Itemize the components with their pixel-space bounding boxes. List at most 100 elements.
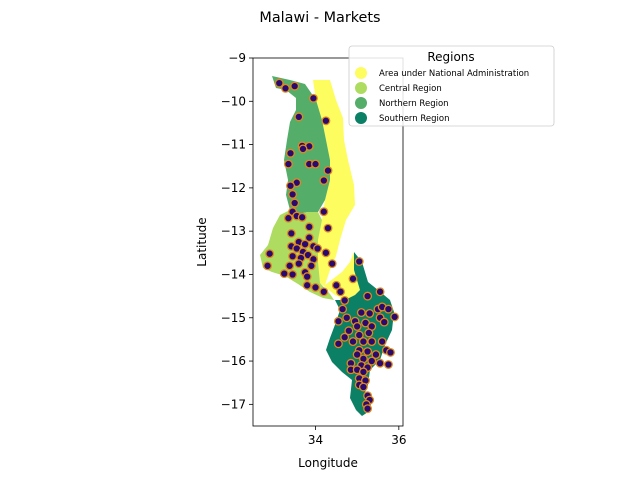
market-point xyxy=(304,233,314,243)
market-point xyxy=(286,228,296,238)
market-point xyxy=(286,181,295,191)
market-point xyxy=(279,269,289,279)
market-point xyxy=(306,261,316,271)
x-axis: 34 36 xyxy=(308,426,406,447)
market-point xyxy=(383,304,393,314)
map-title: Malawi - Markets xyxy=(259,10,380,26)
y-axis-label: Latitude xyxy=(195,217,209,266)
legend-marker xyxy=(355,82,367,94)
market-point xyxy=(344,326,354,336)
market-point xyxy=(371,350,381,360)
market-point xyxy=(367,356,377,366)
market-point xyxy=(323,166,333,176)
market-point xyxy=(274,78,284,88)
axes-frame xyxy=(252,57,404,427)
market-point xyxy=(281,83,290,93)
market-point xyxy=(354,330,364,340)
legend: Regions Area under National Administrati… xyxy=(348,45,555,127)
market-point xyxy=(358,382,368,392)
y-tick-label: −12 xyxy=(221,181,246,195)
market-point xyxy=(390,312,400,322)
legend-label: Area under National Administration xyxy=(379,69,529,79)
market-point xyxy=(313,244,323,253)
market-point xyxy=(375,358,385,368)
market-point xyxy=(327,259,337,269)
y-axis: −9 −10 −11 −12 −13 −14 −15 −16 −17 xyxy=(221,51,253,411)
market-point xyxy=(342,313,352,323)
market-point xyxy=(356,308,366,318)
market-point xyxy=(265,249,275,259)
market-point xyxy=(363,291,373,301)
market-point xyxy=(367,337,377,347)
market-point xyxy=(283,213,293,223)
market-point xyxy=(302,272,312,282)
x-tick-label: 34 xyxy=(308,433,323,447)
market-point xyxy=(365,308,375,318)
market-point xyxy=(311,283,320,292)
legend-marker xyxy=(355,67,367,79)
market-point xyxy=(304,222,314,232)
legend-title: Regions xyxy=(427,50,474,64)
market-point xyxy=(352,321,362,331)
market-point xyxy=(358,337,368,347)
market-point xyxy=(290,81,300,91)
legend-label: Central Region xyxy=(379,84,442,94)
market-point xyxy=(321,116,331,126)
market-point xyxy=(377,337,387,347)
market-point xyxy=(386,347,395,357)
region-area-national-admin xyxy=(313,80,360,300)
market-point xyxy=(364,328,374,338)
y-tick-label: −14 xyxy=(221,267,246,281)
market-point xyxy=(383,360,393,369)
market-point xyxy=(331,280,341,290)
y-tick-label: −13 xyxy=(221,224,246,238)
y-tick-label: −10 xyxy=(221,94,246,108)
region-central xyxy=(260,210,334,300)
x-tick-label: 36 xyxy=(391,433,406,447)
market-point xyxy=(286,148,295,158)
market-point xyxy=(311,159,320,169)
markets-layer xyxy=(263,78,400,414)
market-point xyxy=(352,350,362,360)
market-point xyxy=(321,248,331,258)
market-point xyxy=(338,304,348,314)
market-point xyxy=(283,159,293,169)
market-point xyxy=(294,259,304,269)
market-point xyxy=(379,317,389,327)
market-point xyxy=(323,223,333,233)
market-point xyxy=(288,189,298,199)
market-point xyxy=(363,347,373,356)
market-point xyxy=(348,337,358,347)
legend-marker xyxy=(355,97,367,109)
market-point xyxy=(294,112,304,122)
legend-label: Northern Region xyxy=(379,99,449,109)
market-point xyxy=(290,198,300,208)
market-point xyxy=(333,339,343,349)
legend-marker xyxy=(355,112,367,124)
legend-box xyxy=(348,45,555,127)
y-tick-label: −15 xyxy=(221,311,246,325)
market-point xyxy=(340,332,350,342)
market-point xyxy=(302,280,312,290)
market-point xyxy=(298,144,308,154)
y-tick-label: −11 xyxy=(221,138,246,152)
y-tick-label: −16 xyxy=(221,354,246,368)
y-tick-label: −9 xyxy=(228,51,246,65)
legend-label: Southern Region xyxy=(379,114,449,124)
market-point xyxy=(358,367,368,377)
y-tick-label: −17 xyxy=(221,397,246,411)
market-point xyxy=(354,257,364,266)
market-point xyxy=(285,261,295,271)
market-point xyxy=(308,93,318,103)
market-point xyxy=(300,239,310,249)
market-point xyxy=(375,287,385,297)
market-point xyxy=(297,212,307,222)
market-point xyxy=(319,287,329,297)
x-axis-label: Longitude xyxy=(298,456,358,470)
market-point xyxy=(319,176,329,185)
market-point xyxy=(288,270,298,279)
market-point xyxy=(363,404,373,414)
market-point xyxy=(288,251,298,261)
